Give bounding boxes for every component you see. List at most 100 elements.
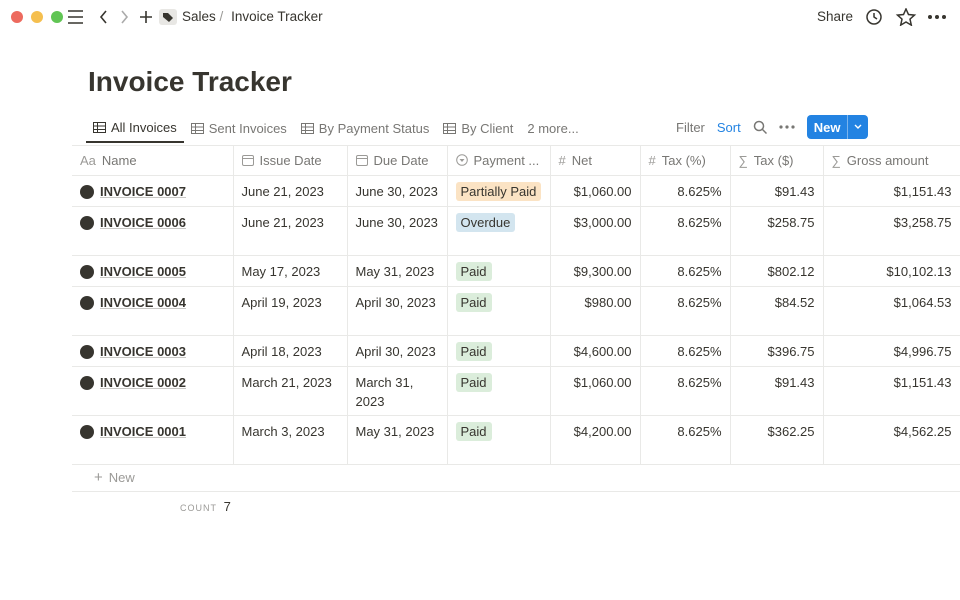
invoice-icon	[80, 215, 94, 230]
view-tab[interactable]: By Client	[436, 113, 520, 143]
cell-text: May 31, 2023	[355, 264, 435, 279]
cell-text: $10,102.13	[886, 264, 952, 279]
view-tab[interactable]: Sent Invoices	[184, 113, 294, 143]
table-cell: 8.625%	[639, 255, 731, 287]
view-tab-label: By Payment Status	[318, 120, 430, 136]
cell-text: $3,258.75	[893, 215, 952, 230]
cell-text: 8.625%	[677, 295, 722, 310]
invoice-name[interactable]: INVOICE 0007	[80, 182, 186, 201]
table-cell: $84.52	[729, 286, 824, 336]
invoice-name[interactable]: INVOICE 0004	[80, 293, 186, 312]
status-tag: Paid	[455, 373, 492, 392]
cell-text: April 19, 2023	[241, 295, 322, 310]
cell-text: $9,300.00	[573, 264, 632, 279]
column-label: Gross amount	[846, 153, 929, 168]
table-cell: $980.00	[549, 286, 641, 336]
column-header[interactable]: Aa Name	[72, 145, 234, 176]
cell-text: $1,060.00	[573, 375, 632, 390]
cell-text: $1,151.43	[893, 375, 952, 390]
table-cell: Overdue	[446, 206, 551, 256]
view-tab-label: All Invoices	[111, 119, 177, 135]
column-label: Net	[571, 153, 592, 168]
cell-text: May 17, 2023	[241, 264, 321, 279]
add-icon[interactable]	[140, 11, 152, 23]
column-header[interactable]: Issue Date	[232, 145, 348, 176]
sort-button[interactable]: Sort	[716, 119, 741, 135]
column-icon: #	[558, 153, 566, 168]
invoice-name-text: INVOICE 0003	[100, 344, 186, 359]
table-cell: INVOICE 0002	[72, 366, 234, 416]
status-tag: Paid	[455, 293, 492, 312]
more-options-icon[interactable]	[779, 124, 795, 130]
cell-text: $91.43	[774, 184, 815, 199]
table-cell: $9,300.00	[549, 255, 641, 287]
table-cell: 8.625%	[639, 366, 731, 416]
back-icon[interactable]	[99, 10, 107, 24]
invoice-name[interactable]: INVOICE 0005	[80, 262, 186, 281]
view-tab[interactable]: By Payment Status	[294, 113, 437, 143]
forward-icon[interactable]	[121, 10, 129, 24]
column-icon: ∑	[831, 153, 841, 168]
column-header[interactable]: # Tax (%)	[639, 145, 731, 176]
new-row-button[interactable]: + New	[72, 462, 960, 492]
view-tab[interactable]: All Invoices	[86, 113, 184, 143]
breadcrumb-parent[interactable]: Sales	[182, 9, 216, 24]
new-row-label: New	[108, 470, 135, 485]
table-cell: June 21, 2023	[232, 206, 348, 256]
invoice-name[interactable]: INVOICE 0001	[80, 422, 186, 441]
table-cell: $1,151.43	[822, 175, 960, 207]
count-summary: COUNT 7	[180, 499, 231, 514]
column-label: Tax (%)	[661, 153, 706, 168]
cell-text: 8.625%	[677, 215, 722, 230]
invoice-name[interactable]: INVOICE 0002	[80, 373, 186, 392]
menu-icon[interactable]	[68, 10, 83, 24]
cell-text: $84.52	[774, 295, 815, 310]
column-header[interactable]: ∑ Tax ($)	[729, 145, 824, 176]
table-cell: $3,000.00	[549, 206, 641, 256]
table-cell: $396.75	[729, 335, 824, 367]
invoice-name-text: INVOICE 0007	[100, 184, 186, 199]
new-button[interactable]: New	[806, 115, 869, 139]
minimize-button[interactable]	[31, 11, 43, 23]
table-cell: INVOICE 0005	[72, 255, 234, 287]
table-cell: $91.43	[729, 175, 824, 207]
cell-text: $258.75	[767, 215, 815, 230]
cell-text: $1,060.00	[573, 184, 632, 199]
column-header[interactable]: Payment ...	[446, 145, 551, 176]
history-icon[interactable]	[866, 9, 882, 25]
table-cell: 8.625%	[639, 286, 731, 336]
breadcrumb-current[interactable]: Invoice Tracker	[231, 9, 323, 24]
table-cell: May 31, 2023	[346, 415, 448, 465]
table-cell: $4,996.75	[822, 335, 960, 367]
table-cell: $4,200.00	[549, 415, 641, 465]
invoice-table: Aa Name Issue Date Due Date Payment ... # Net #…	[72, 145, 960, 465]
filter-button[interactable]: Filter	[676, 119, 705, 135]
more-icon[interactable]	[928, 15, 946, 19]
invoice-name[interactable]: INVOICE 0003	[80, 342, 186, 361]
invoice-name[interactable]: INVOICE 0006	[80, 213, 186, 232]
table-cell: $91.43	[729, 366, 824, 416]
close-button[interactable]	[11, 11, 23, 23]
column-header[interactable]: ∑ Gross amount	[822, 145, 960, 176]
share-button[interactable]: Share	[817, 9, 854, 24]
count-value: 7	[223, 499, 231, 514]
column-header[interactable]: # Net	[549, 145, 641, 176]
table-row: INVOICE 0005 May 17, 2023 May 31, 2023 Paid…	[72, 255, 960, 287]
table-cell: Paid	[446, 335, 551, 367]
column-label: Due Date	[373, 153, 429, 168]
favorite-icon[interactable]	[895, 8, 917, 26]
zoom-button[interactable]	[51, 11, 63, 23]
table-cell: $4,562.25	[822, 415, 960, 465]
more-views[interactable]: 2 more...	[527, 120, 579, 136]
column-icon: Aa	[80, 153, 96, 168]
column-label: Tax ($)	[753, 153, 794, 168]
cell-text: 8.625%	[677, 264, 722, 279]
invoice-icon	[80, 424, 94, 439]
new-dropdown[interactable]	[847, 115, 868, 139]
invoice-name-text: INVOICE 0006	[100, 215, 186, 230]
search-icon[interactable]	[753, 120, 767, 134]
cell-text: June 30, 2023	[355, 215, 438, 230]
breadcrumb-separator: /	[219, 9, 224, 24]
column-header[interactable]: Due Date	[346, 145, 448, 176]
